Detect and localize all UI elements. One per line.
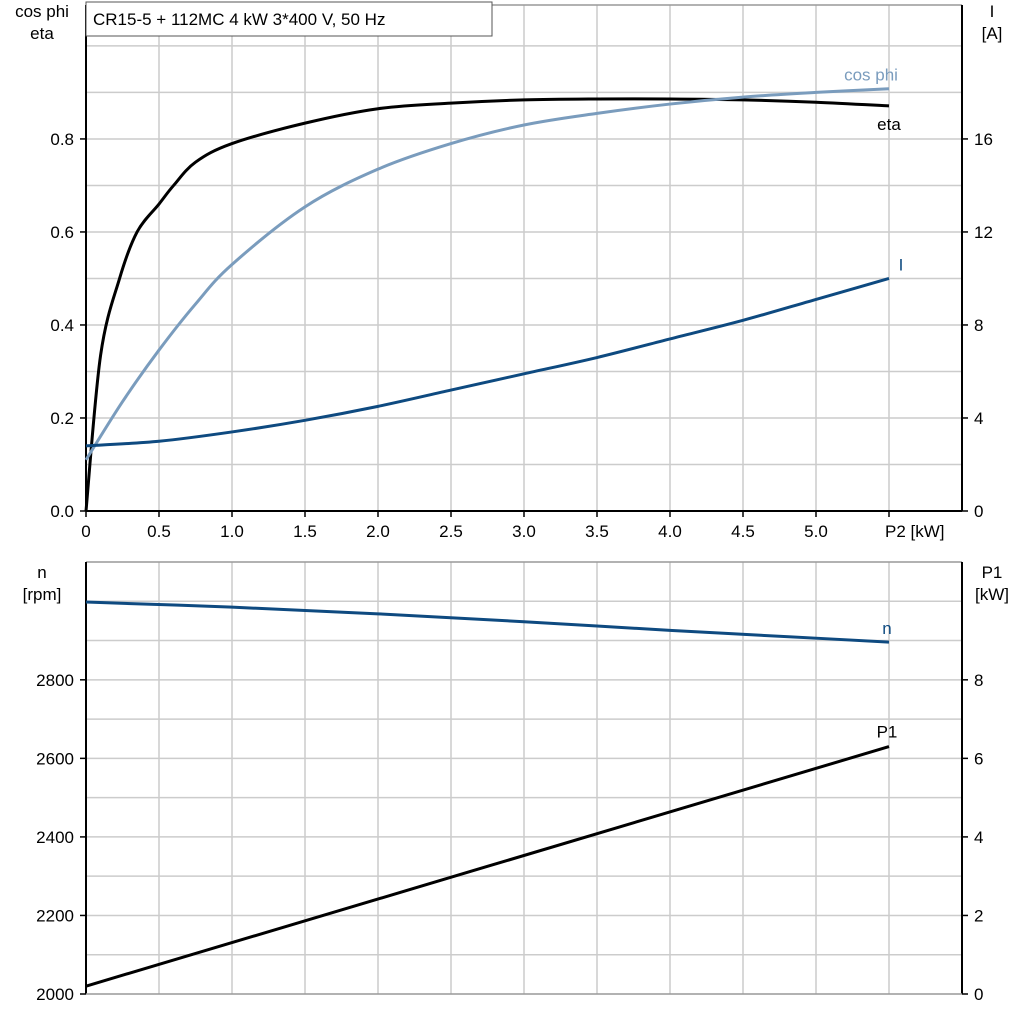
title-box: CR15-5 + 112MC 4 kW 3*400 V, 50 Hz bbox=[85, 1, 493, 37]
series-line-n bbox=[85, 600, 890, 644]
x-tick-label: 0 bbox=[81, 522, 90, 541]
y-tick-label-right: 2 bbox=[974, 906, 983, 925]
y-tick-label-right: 8 bbox=[974, 316, 983, 335]
y-axis-title-right-line1: P1 bbox=[982, 563, 1003, 582]
y-tick-label-left: 2400 bbox=[36, 828, 74, 847]
x-tick-label: 1.0 bbox=[220, 522, 244, 541]
y-tick-label-right: 16 bbox=[974, 130, 993, 149]
y-tick-label-left: 0.4 bbox=[50, 316, 74, 335]
top-chart: 0.0 0.2 0.4 0.6 0.8 0 4 8 12 16 cos phi eta I [A] 0 0.5… bbox=[15, 2, 1002, 541]
y-tick-label-left: 0.6 bbox=[50, 223, 74, 242]
y-tick-label-left: 0.0 bbox=[50, 502, 74, 521]
series-label-n: n bbox=[882, 619, 891, 638]
y-tick-label-left: 0.8 bbox=[50, 130, 74, 149]
y-tick-label-right: 0 bbox=[974, 502, 983, 521]
x-tick-label: 3.5 bbox=[585, 522, 609, 541]
series-line-p1 bbox=[85, 745, 890, 988]
x-tick-label: 0.5 bbox=[147, 522, 171, 541]
y-tick-label-right: 4 bbox=[974, 828, 983, 847]
chart-title: CR15-5 + 112MC 4 kW 3*400 V, 50 Hz bbox=[93, 10, 385, 29]
series-label-p1: P1 bbox=[877, 723, 898, 742]
x-tick-label: 3.0 bbox=[512, 522, 536, 541]
x-tick-label: 5.0 bbox=[804, 522, 828, 541]
y-axis-title-left-line1: n bbox=[37, 563, 46, 582]
y-tick-label-left: 2000 bbox=[36, 985, 74, 1004]
x-axis-title: P2 [kW] bbox=[885, 522, 945, 541]
y-tick-label-left: 2800 bbox=[36, 671, 74, 690]
series-line-eta bbox=[84, 97, 890, 512]
x-tick-label: 2.0 bbox=[366, 522, 390, 541]
series-line-i bbox=[85, 277, 890, 448]
y-tick-label-right: 4 bbox=[974, 409, 983, 428]
y-axis-title-right-line2: [kW] bbox=[975, 585, 1009, 604]
series-label-eta: eta bbox=[877, 115, 901, 134]
y-tick-label-right: 8 bbox=[974, 671, 983, 690]
series-label-cos-phi: cos phi bbox=[844, 66, 898, 85]
x-tick-label: 4.5 bbox=[731, 522, 755, 541]
y-tick-label-right: 12 bbox=[974, 223, 993, 242]
series-line-cos-phi bbox=[84, 87, 890, 461]
y-tick-label-left: 0.2 bbox=[50, 409, 74, 428]
y-axis-title-left-line2: eta bbox=[30, 24, 54, 43]
y-tick-label-right: 0 bbox=[974, 985, 983, 1004]
y-tick-label-right: 6 bbox=[974, 749, 983, 768]
series-label-i: I bbox=[899, 255, 904, 274]
y-tick-label-left: 2200 bbox=[36, 906, 74, 925]
y-axis-title-left-line1: cos phi bbox=[15, 2, 69, 21]
x-tick-label: 4.0 bbox=[658, 522, 682, 541]
y-axis-title-left-line2: [rpm] bbox=[23, 585, 62, 604]
x-tick-label: 2.5 bbox=[439, 522, 463, 541]
x-tick-label: 1.5 bbox=[293, 522, 317, 541]
y-axis-title-right-line2: [A] bbox=[982, 24, 1003, 43]
y-tick-label-left: 2600 bbox=[36, 749, 74, 768]
y-axis-title-right-line1: I bbox=[990, 2, 995, 21]
bottom-chart: 2000 2200 2400 2600 2800 0 2 4 6 8 n [rpm] P1 [kW] n P1 bbox=[23, 561, 1009, 1004]
